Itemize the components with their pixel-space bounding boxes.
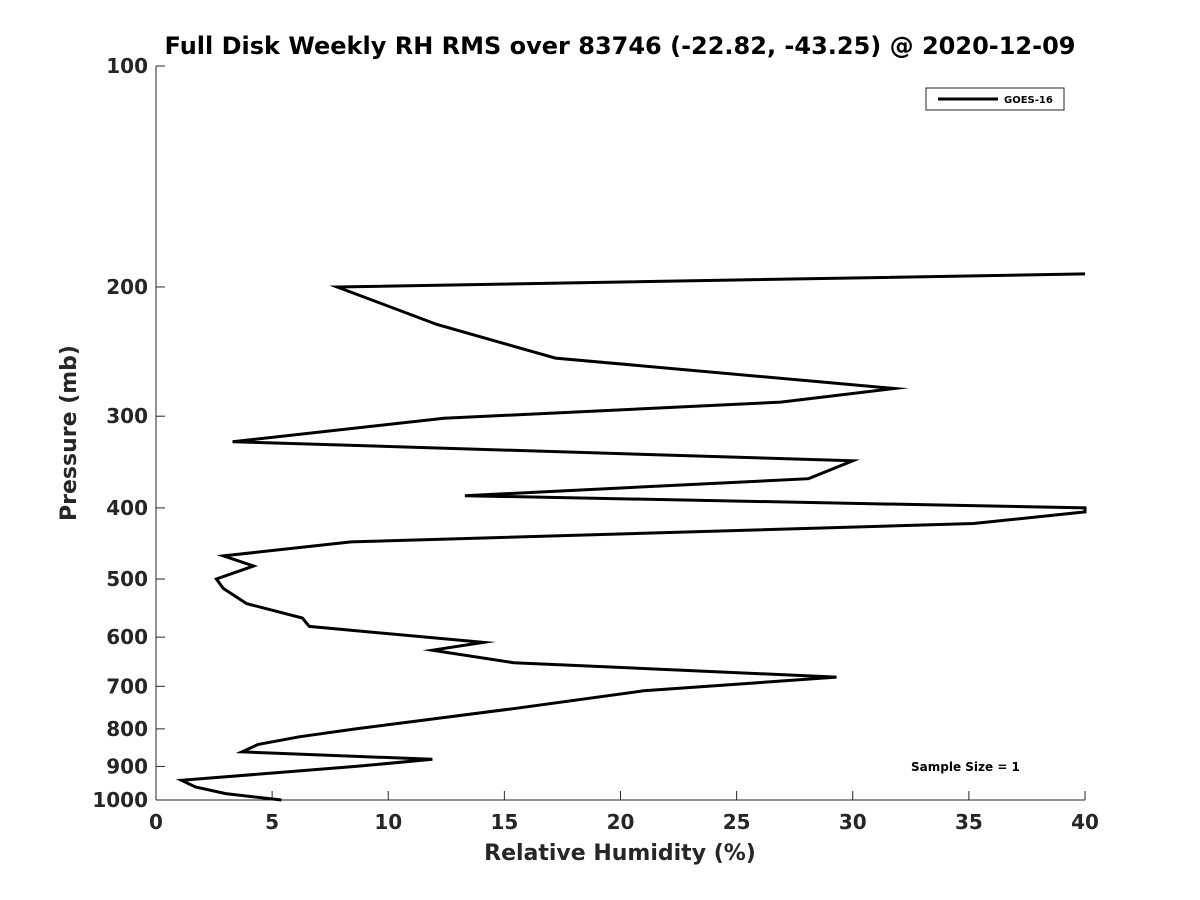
y-tick-label: 800 (106, 717, 148, 741)
y-tick-label: 400 (106, 496, 148, 520)
y-tick-label: 100 (106, 54, 148, 78)
x-tick-label: 20 (607, 810, 635, 834)
y-tick-label: 1000 (92, 788, 148, 812)
y-axis-label: Pressure (mb) (57, 345, 82, 521)
y-tick-label: 500 (106, 567, 148, 591)
x-axis-label: Relative Humidity (%) (484, 841, 756, 866)
chart-title: Full Disk Weekly RH RMS over 83746 (-22.… (165, 32, 1076, 60)
series-layer (175, 272, 1087, 802)
series-line-goes-16 (175, 272, 1087, 802)
x-tick-label: 0 (149, 810, 163, 834)
x-tick-label: 10 (374, 810, 402, 834)
y-tick-label: 900 (106, 754, 148, 778)
legend-label-goes-16: GOES-16 (1004, 95, 1053, 106)
y-tick-label: 300 (106, 404, 148, 428)
x-tick-label: 30 (839, 810, 867, 834)
x-tick-label: 40 (1071, 810, 1099, 834)
y-tick-label: 700 (106, 674, 148, 698)
x-tick-label: 35 (955, 810, 983, 834)
x-tick-label: 25 (723, 810, 751, 834)
y-tick-label: 600 (106, 625, 148, 649)
x-tick-group: 0 5 10 15 20 25 30 35 40 (149, 791, 1099, 834)
y-tick-group: 100 200 300 400 500 600 700 800 900 1000 (92, 54, 165, 812)
sample-size-annotation: Sample Size = 1 (911, 760, 1020, 774)
legend: GOES-16 (925, 87, 1065, 111)
x-tick-label: 15 (490, 810, 518, 834)
y-tick-label: 200 (106, 275, 148, 299)
x-tick-label: 5 (265, 810, 279, 834)
